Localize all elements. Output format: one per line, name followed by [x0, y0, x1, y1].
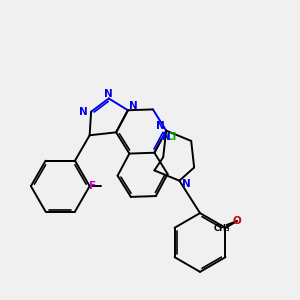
Text: N: N — [156, 121, 165, 131]
Text: Cl: Cl — [166, 132, 177, 142]
Text: N: N — [129, 101, 138, 111]
Text: N: N — [104, 89, 113, 99]
Text: N: N — [182, 178, 190, 189]
Text: N: N — [80, 107, 88, 117]
Text: O: O — [232, 216, 241, 226]
Text: F: F — [89, 181, 96, 191]
Text: N: N — [162, 132, 170, 142]
Text: CH₃: CH₃ — [214, 224, 230, 233]
